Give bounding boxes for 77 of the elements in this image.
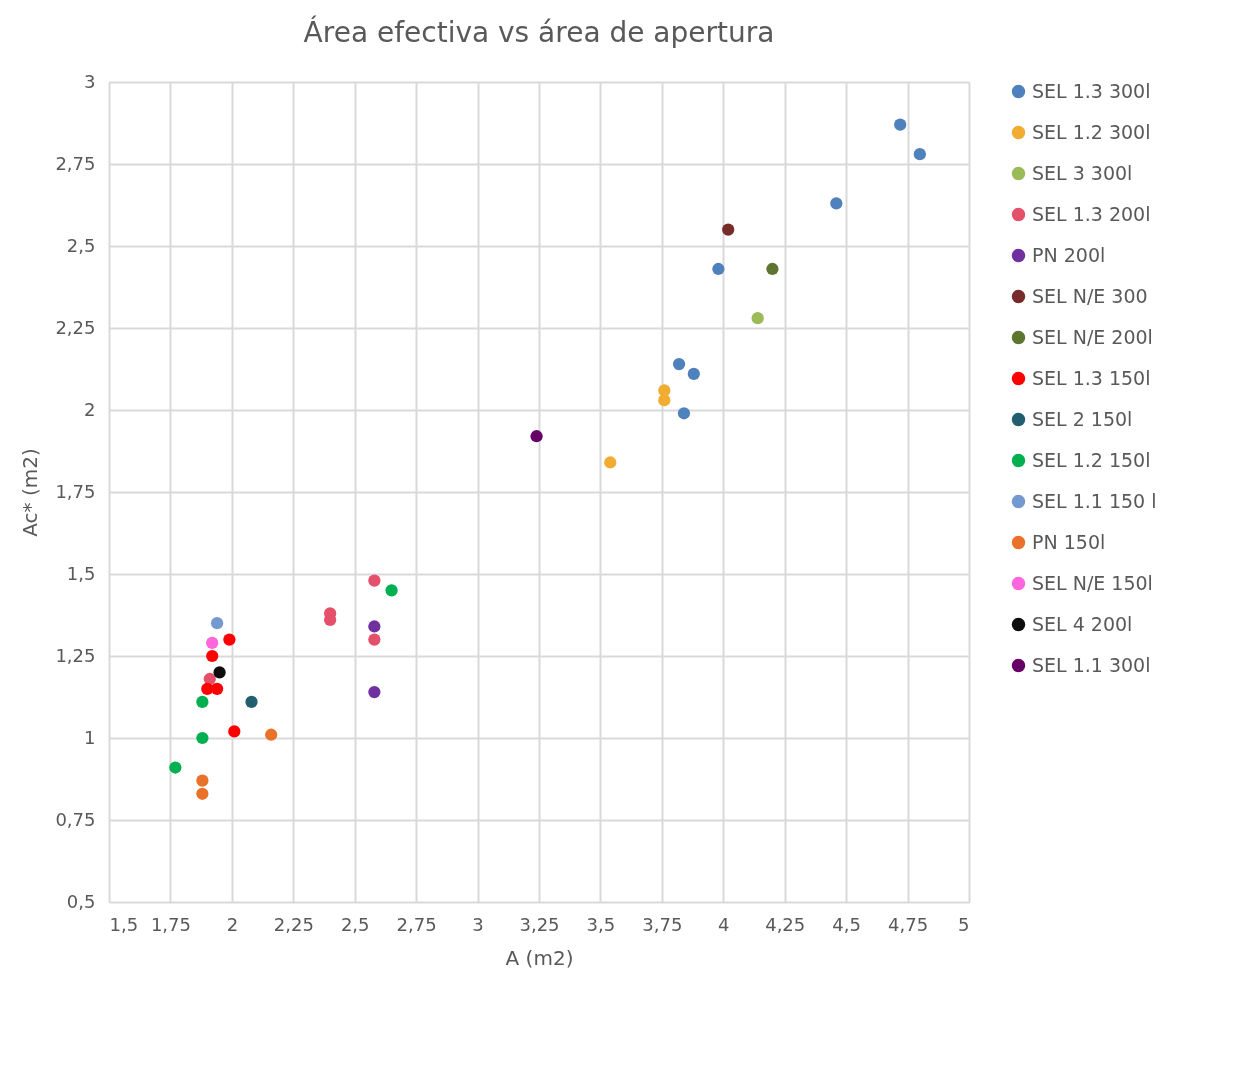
y-axis-title: Ac* (m2) (18, 448, 43, 537)
point (677, 407, 691, 420)
point (245, 695, 258, 709)
point (265, 728, 278, 741)
point (196, 774, 209, 787)
legend-label: SEL 1.3 150l (1032, 366, 1151, 389)
point (228, 725, 241, 738)
legend-label: SEL 2 150l (1032, 407, 1133, 430)
x-tick-label: 2,5 (340, 913, 370, 935)
point (210, 617, 224, 630)
x-tick-label: 3 (472, 913, 484, 935)
point (672, 357, 686, 371)
x-tick-label: 1,75 (150, 913, 191, 935)
point (385, 584, 398, 597)
point (196, 787, 209, 800)
y-tick-label: 3 (84, 70, 96, 92)
point (368, 685, 381, 699)
point (206, 636, 219, 649)
legend-label: SEL 1.3 200l (1032, 202, 1151, 225)
point (368, 574, 381, 587)
point (687, 367, 700, 381)
legend-label: SEL N/E 200l (1032, 325, 1153, 348)
point (206, 649, 219, 663)
y-tick-label: 2,25 (55, 316, 96, 338)
x-tick-label: 2,25 (273, 913, 314, 935)
point (203, 672, 216, 686)
y-tick-label: 2 (84, 398, 96, 420)
legend-label: SEL 4 200l (1032, 612, 1133, 635)
legend-label: PN 200l (1032, 243, 1106, 266)
y-tick-label: 1,75 (55, 480, 96, 502)
point (169, 761, 182, 774)
x-axis-title: A (m2) (505, 945, 574, 970)
point (894, 118, 907, 131)
y-tick-label: 2,75 (55, 152, 96, 174)
legend-label: SEL N/E 150l (1032, 571, 1153, 594)
legend-label: SEL 1.2 150l (1032, 448, 1151, 471)
point (766, 262, 779, 276)
point (530, 430, 543, 443)
point (913, 148, 926, 161)
x-tick-label: 4 (718, 913, 730, 935)
point (368, 633, 381, 646)
point (751, 312, 764, 325)
x-tick-label: 3,75 (642, 913, 683, 935)
point (830, 197, 843, 210)
x-tick-label: 4,25 (765, 913, 806, 935)
legend-label: SEL 1.1 150 l (1032, 489, 1157, 512)
point (223, 633, 236, 646)
point (210, 682, 224, 695)
y-tick-label: 1,25 (55, 644, 96, 666)
point (722, 223, 735, 236)
legend-label: SEL N/E 300 (1032, 284, 1148, 307)
y-tick-label: 1,5 (66, 562, 96, 584)
point (658, 394, 671, 407)
point (604, 456, 617, 469)
x-tick-label: 3,25 (519, 913, 560, 935)
y-tick-label: 2,5 (66, 234, 96, 256)
x-tick-label: 4,75 (888, 913, 929, 935)
point (196, 731, 209, 745)
x-tick-label: 1,5 (109, 913, 139, 935)
y-tick-label: 0,5 (66, 890, 96, 912)
point (368, 620, 381, 633)
x-tick-label: 2,75 (396, 913, 437, 935)
legend-label: SEL 3 300l (1032, 161, 1133, 184)
legend-label: SEL 1.3 300l (1032, 79, 1151, 102)
point (196, 695, 209, 709)
y-tick-label: 1 (84, 726, 96, 748)
legend-label: SEL 1.2 300l (1032, 120, 1151, 143)
legend-label: SEL 1.1 300l (1032, 653, 1151, 676)
x-tick-label: 4,5 (832, 913, 861, 935)
point (712, 262, 725, 276)
x-tick-label: 3,5 (586, 913, 616, 935)
legend-label: PN 150l (1032, 530, 1106, 553)
x-tick-label: 2 (226, 913, 239, 935)
chart-title: Área efectiva vs área de apertura (303, 15, 775, 49)
y-tick-label: 0,75 (55, 808, 96, 830)
x-tick-label: 5 (958, 913, 970, 935)
point (213, 666, 226, 679)
